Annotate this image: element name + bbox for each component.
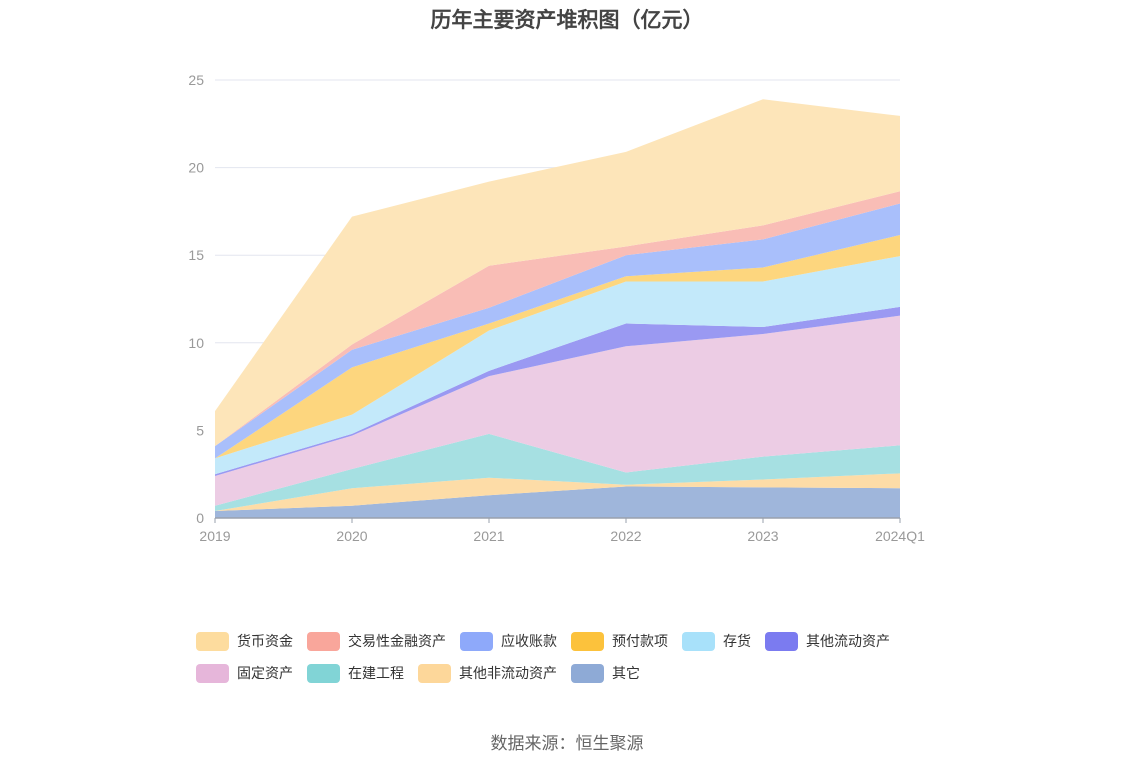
- x-tick-label: 2019: [199, 528, 230, 544]
- area-series-2: [215, 473, 900, 511]
- legend-label: 交易性金融资产: [348, 633, 446, 649]
- x-tick-label: 2023: [747, 528, 778, 544]
- legend-swatch: [571, 663, 604, 683]
- area-series-7: [215, 235, 900, 459]
- x-tick-label: 2022: [610, 528, 641, 544]
- legend-item[interactable]: 应收账款: [460, 630, 557, 652]
- chart-legend: 货币资金 交易性金融资产 应收账款 预付款项 存货 其他流动资产固定资产 在建工程 其他非流动…: [196, 630, 956, 684]
- y-tick-label: 15: [188, 247, 204, 263]
- legend-label: 其他流动资产: [806, 633, 890, 649]
- legend-swatch: [418, 663, 451, 683]
- legend-item[interactable]: 其他流动资产: [765, 630, 890, 652]
- y-tick-label: 10: [188, 335, 204, 351]
- legend-item[interactable]: 货币资金: [196, 630, 293, 652]
- legend-item[interactable]: 预付款项: [571, 630, 668, 652]
- legend-item[interactable]: 其他非流动资产: [418, 662, 557, 684]
- y-tick-label: 20: [188, 160, 204, 176]
- x-tick-label: 2021: [473, 528, 504, 544]
- legend-label: 固定资产: [237, 665, 293, 681]
- x-tick-label: 2020: [336, 528, 367, 544]
- legend-item[interactable]: 在建工程: [307, 662, 404, 684]
- area-series-8: [215, 203, 900, 459]
- legend-swatch: [571, 631, 604, 651]
- area-series-9: [215, 191, 900, 447]
- legend-swatch: [682, 631, 715, 651]
- legend-item[interactable]: 其它: [571, 662, 640, 684]
- legend-swatch: [196, 631, 229, 651]
- legend-label: 其他非流动资产: [459, 665, 557, 681]
- stacked-area-chart: 0 5 10 15 20 25 2019 2020 2021 2022 2023 2024Q1: [188, 72, 925, 544]
- legend-item[interactable]: 交易性金融资产: [307, 630, 446, 652]
- y-tick-label: 5: [196, 422, 204, 438]
- area-series-5: [215, 306, 900, 476]
- legend-item[interactable]: 存货: [682, 630, 751, 652]
- area-series-3: [215, 433, 900, 511]
- area-series-10: [215, 99, 900, 447]
- legend-item[interactable]: 固定资产: [196, 662, 293, 684]
- data-source: 数据来源：恒生聚源: [490, 734, 644, 753]
- legend-swatch: [765, 631, 798, 651]
- chart-title: 历年主要资产堆积图（亿元）: [430, 9, 704, 32]
- legend-label: 存货: [723, 633, 751, 649]
- legend-label: 在建工程: [348, 665, 404, 681]
- legend-label: 货币资金: [237, 633, 293, 649]
- legend-swatch: [196, 663, 229, 683]
- y-tick-label: 25: [188, 72, 204, 88]
- legend-swatch: [307, 663, 340, 683]
- x-tick-label: 2024Q1: [875, 528, 925, 544]
- legend-label: 应收账款: [501, 633, 557, 649]
- legend-swatch: [307, 631, 340, 651]
- area-series-4: [215, 315, 900, 506]
- legend-label: 其它: [612, 665, 640, 681]
- area-series-6: [215, 256, 900, 475]
- legend-label: 预付款项: [612, 633, 668, 649]
- y-tick-label: 0: [196, 510, 204, 526]
- area-series-1: [215, 486, 900, 518]
- legend-swatch: [460, 631, 493, 651]
